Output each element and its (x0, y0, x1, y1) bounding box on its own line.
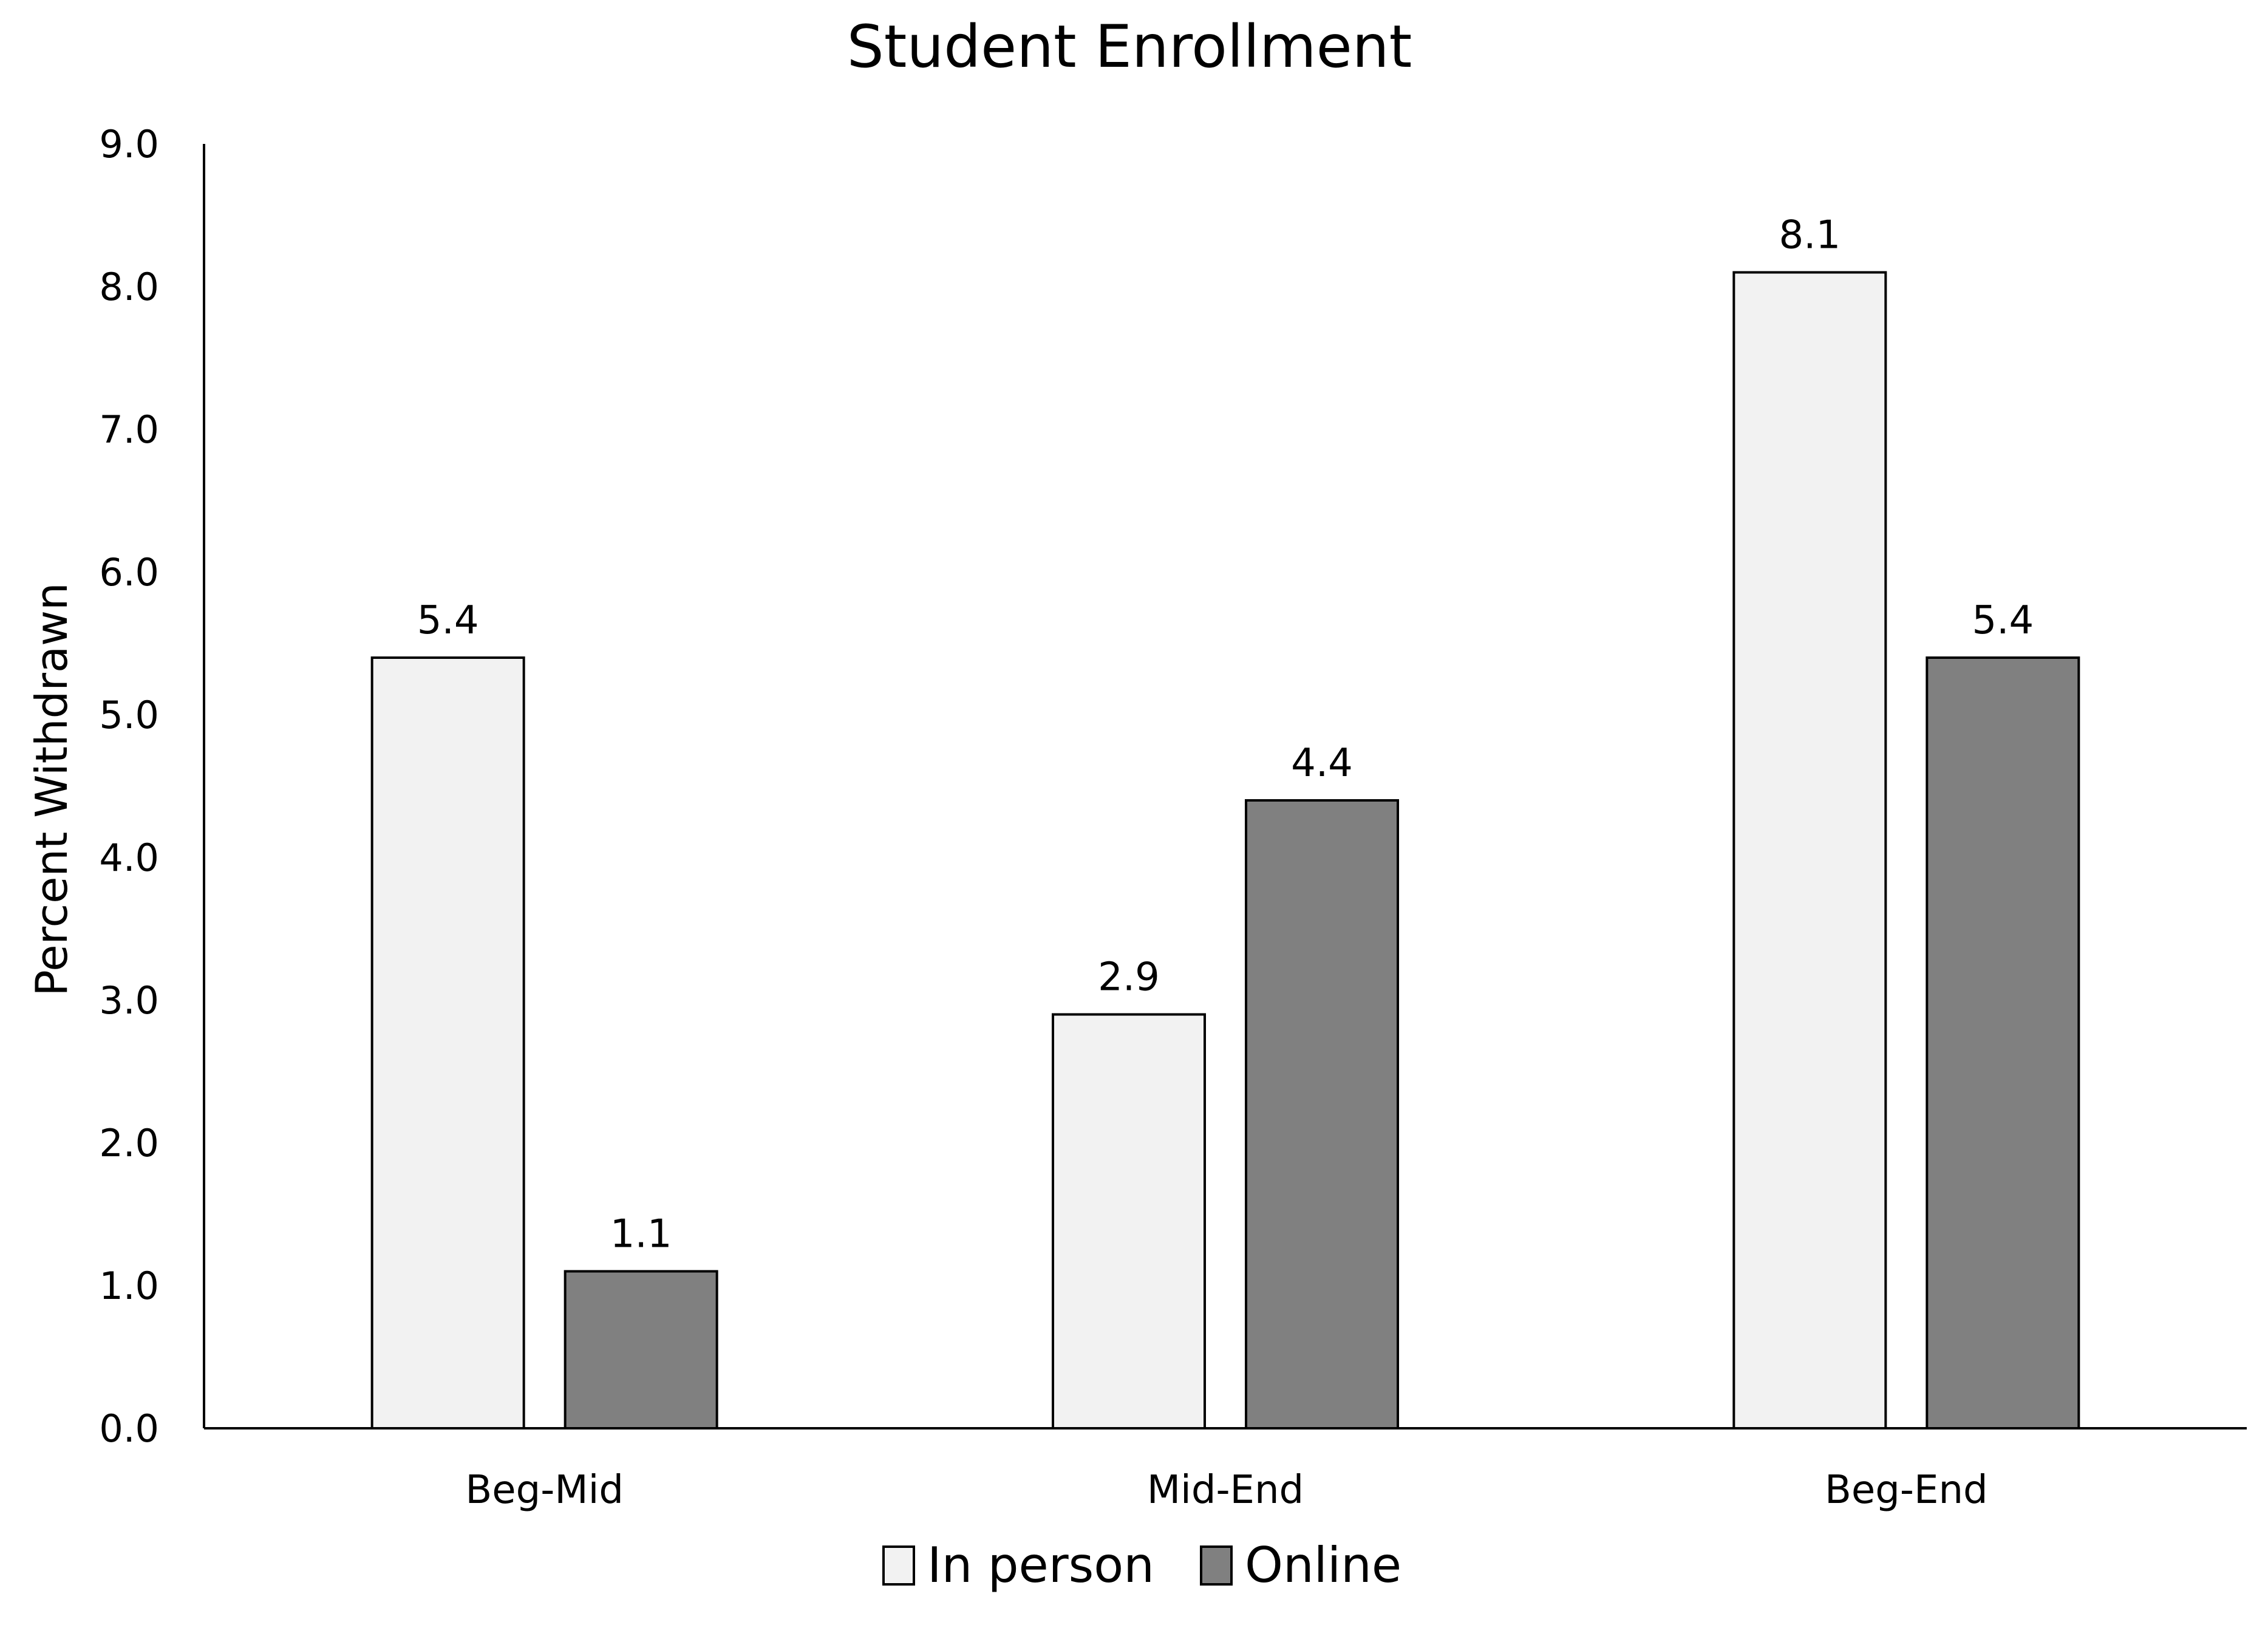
data-label: 5.4 (1972, 598, 2034, 643)
legend-swatch-in-person (882, 1545, 915, 1586)
data-label: 2.9 (1098, 955, 1160, 1000)
bar-in-person-beg-end (1732, 271, 1887, 1429)
category-labels: Beg-Mid Mid-End Beg-End (465, 1468, 1987, 1513)
y-tick-label: 4.0 (99, 836, 159, 880)
legend-label: Online (1245, 1537, 1401, 1593)
data-label: 1.1 (610, 1212, 672, 1257)
y-tick-label: 7.0 (99, 407, 159, 452)
y-tick-label: 2.0 (99, 1121, 159, 1165)
category-label: Beg-Mid (465, 1468, 624, 1513)
y-tick-label: 9.0 (99, 122, 159, 166)
data-labels: 5.4 1.1 2.9 4.4 8.1 5.4 (417, 213, 2034, 1257)
y-tick-label: 3.0 (99, 978, 159, 1023)
data-label: 5.4 (417, 598, 479, 643)
data-label: 4.4 (1291, 741, 1353, 786)
y-tick-label: 1.0 (99, 1264, 159, 1308)
bar-in-person-beg-mid (370, 656, 525, 1429)
y-tick-labels: 0.0 1.0 2.0 3.0 4.0 5.0 6.0 7.0 8.0 9.0 (99, 122, 159, 1451)
bar-online-beg-end (1926, 656, 2080, 1429)
y-tick-label: 5.0 (99, 693, 159, 737)
legend-label: In person (927, 1537, 1154, 1593)
category-label: Mid-End (1147, 1468, 1304, 1513)
y-tick-label: 0.0 (99, 1406, 159, 1451)
chart-title: Student Enrollment (847, 13, 1412, 81)
data-label: 8.1 (1779, 213, 1841, 258)
y-tick-label: 6.0 (99, 550, 159, 595)
bar-online-beg-mid (564, 1270, 718, 1429)
bar-online-mid-end (1245, 799, 1399, 1429)
legend: In person Online (882, 1537, 1401, 1593)
bars (370, 271, 2080, 1429)
legend-swatch-online (1200, 1545, 1233, 1586)
y-axis-label: Percent Withdrawn (26, 582, 77, 996)
bar-in-person-mid-end (1052, 1013, 1206, 1429)
y-tick-label: 8.0 (99, 265, 159, 309)
category-label: Beg-End (1825, 1468, 1988, 1513)
